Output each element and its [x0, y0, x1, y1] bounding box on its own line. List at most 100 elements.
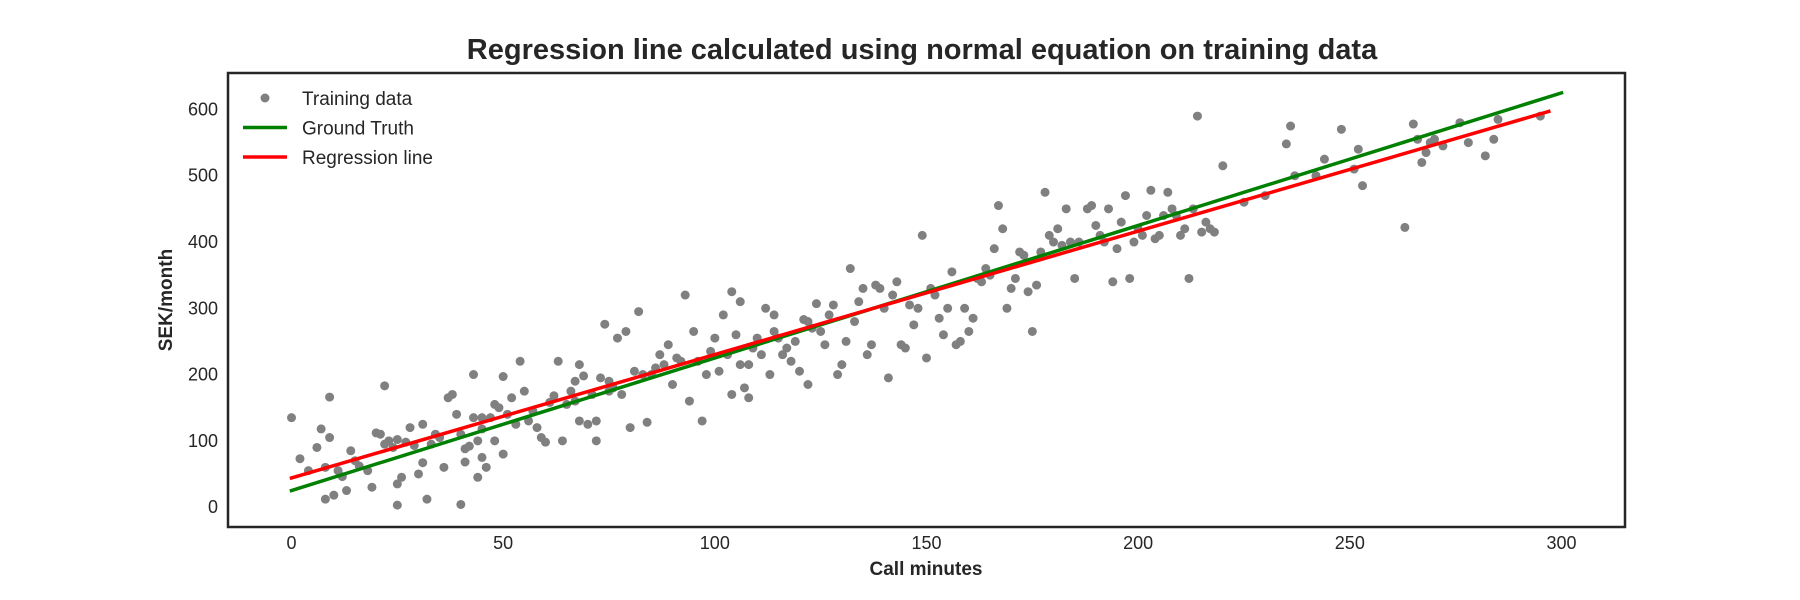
data-point [1201, 217, 1211, 227]
legend-training-data-marker [260, 93, 270, 103]
data-point [1281, 139, 1291, 149]
data-point [989, 244, 999, 254]
data-point [900, 343, 910, 353]
data-point [1087, 201, 1097, 211]
data-point [1002, 303, 1012, 313]
data-point [1493, 114, 1503, 124]
data-point [1286, 121, 1296, 131]
data-point [1167, 204, 1177, 214]
data-point [384, 436, 394, 446]
data-point [456, 499, 466, 509]
data-point [845, 264, 855, 274]
data-point [837, 360, 847, 370]
data-point [642, 417, 652, 427]
data-point [519, 386, 529, 396]
data-point [1027, 326, 1037, 336]
data-point [1044, 230, 1054, 240]
x-tick-label: 50 [493, 533, 513, 553]
data-point [866, 340, 876, 350]
data-point [744, 360, 754, 370]
data-point [1463, 138, 1473, 148]
data-point [888, 290, 898, 300]
data-point [1184, 273, 1194, 283]
data-point [469, 370, 479, 380]
data-point [765, 370, 775, 380]
data-point [968, 313, 978, 323]
data-point [1197, 227, 1207, 237]
legend-training-data-label: Training data [302, 89, 413, 110]
data-point [583, 419, 593, 429]
data-point [316, 424, 326, 434]
data-point [418, 419, 428, 429]
y-tick-label: 100 [188, 431, 218, 451]
data-point [1006, 283, 1016, 293]
data-point [1319, 154, 1329, 164]
data-point [392, 479, 402, 489]
y-tick-label: 200 [188, 365, 218, 385]
data-point [816, 326, 826, 336]
legend-regression-line-label: Regression line [302, 148, 433, 169]
x-tick-label: 250 [1335, 533, 1365, 553]
data-point [735, 297, 745, 307]
data-point [1430, 134, 1439, 144]
data-point [596, 373, 606, 383]
data-point [473, 436, 483, 446]
data-point [1218, 161, 1228, 171]
data-point [795, 366, 804, 376]
data-point [1129, 237, 1139, 247]
data-point [1061, 204, 1071, 214]
x-tick-label: 100 [700, 533, 730, 553]
data-point [574, 360, 584, 370]
data-point [579, 371, 589, 381]
data-point [1010, 273, 1020, 283]
plot-area [226, 71, 1627, 529]
data-point [414, 469, 423, 479]
data-point [862, 350, 872, 360]
data-point [917, 230, 927, 240]
data-point [1154, 230, 1164, 240]
data-point [1163, 187, 1173, 197]
data-point [329, 490, 339, 500]
data-point [1146, 185, 1156, 195]
data-point [473, 472, 483, 482]
data-point [1108, 277, 1118, 287]
data-point [629, 366, 639, 376]
chart-legend: Training data Ground Truth Regression line [243, 89, 433, 169]
y-tick-label: 0 [208, 497, 218, 517]
data-point [955, 336, 965, 346]
data-point [824, 310, 834, 320]
data-point [295, 454, 305, 464]
data-point [342, 486, 352, 496]
data-point [850, 317, 860, 327]
data-point [464, 441, 474, 451]
data-point [680, 290, 690, 300]
x-tick-label: 300 [1546, 533, 1576, 553]
data-point [515, 356, 525, 366]
data-point [1176, 230, 1185, 240]
data-point [557, 436, 567, 446]
x-tick-label: 0 [286, 533, 296, 553]
data-point [934, 313, 944, 323]
data-point [405, 423, 415, 433]
data-point [854, 297, 864, 307]
data-point [697, 416, 707, 426]
data-point [769, 310, 779, 320]
data-point [1408, 119, 1418, 129]
data-point [947, 267, 957, 277]
data-point [566, 386, 576, 396]
data-point [1142, 210, 1152, 220]
data-point [659, 360, 669, 370]
data-point [1400, 222, 1410, 232]
data-point [960, 303, 970, 313]
data-point [494, 403, 504, 413]
data-point [460, 457, 470, 467]
data-point [1019, 250, 1029, 260]
data-point [1040, 187, 1050, 197]
data-point [1480, 151, 1490, 161]
data-point [375, 429, 385, 439]
regression-lines [289, 90, 1564, 493]
y-axis-label: SEK/month [156, 249, 177, 351]
x-axis-label: Call minutes [870, 559, 983, 580]
data-point [439, 462, 449, 472]
